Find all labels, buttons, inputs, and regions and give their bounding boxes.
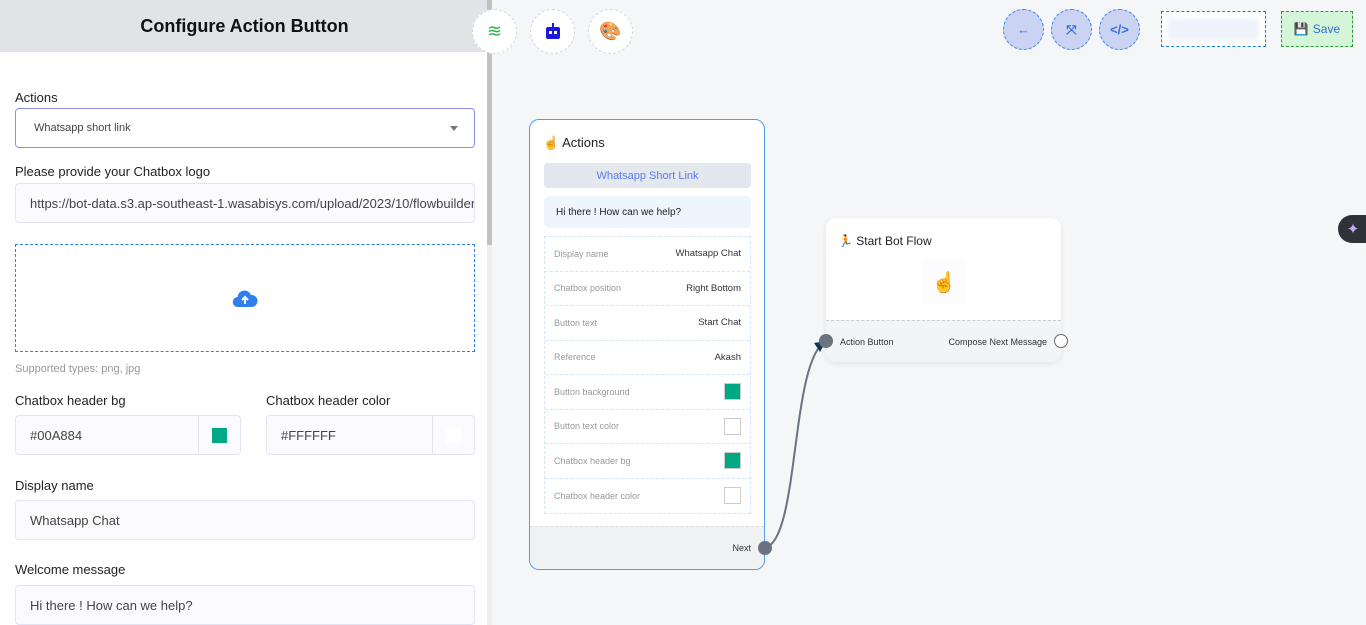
property-row: Button text color: [545, 410, 750, 444]
start-node-title: 🏃 Start Bot Flow: [838, 234, 932, 248]
actions-select[interactable]: Whatsapp short link: [15, 108, 475, 148]
input-label: Action Button: [840, 336, 894, 347]
supported-types: Supported types: png, jpg: [15, 363, 141, 375]
logo-url-input[interactable]: https://bot-data.s3.ap-southeast-1.wasab…: [15, 183, 475, 223]
next-handle[interactable]: [758, 541, 772, 555]
welcome-preview: Hi there ! How can we help?: [544, 196, 751, 228]
actions-label: Actions: [15, 90, 58, 105]
save-icon: 💾: [1293, 22, 1309, 36]
start-bot-flow-node[interactable]: 🏃 Start Bot Flow ☝ Action Button Compose …: [826, 218, 1061, 362]
welcome-input[interactable]: Hi there ! How can we help?: [15, 585, 475, 625]
compress-icon[interactable]: ⤧: [1051, 9, 1092, 50]
color-swatch: [724, 452, 741, 470]
actions-value: Whatsapp short link: [34, 122, 131, 134]
color-swatch: [724, 417, 741, 435]
panel-scrollbar[interactable]: [487, 0, 492, 625]
logo-label: Please provide your Chatbox logo: [15, 164, 211, 179]
save-button[interactable]: 💾 Save: [1281, 11, 1353, 47]
property-row: Chatbox header color: [545, 479, 750, 514]
header-bg-label: Chatbox header bg: [15, 393, 126, 408]
welcome-label: Welcome message: [15, 562, 126, 577]
flow-name-input[interactable]: [1161, 11, 1266, 47]
header-bg-value: #00A884: [30, 427, 83, 443]
display-name-input[interactable]: Whatsapp Chat: [15, 500, 475, 540]
configure-panel: Configure Action Button Actions Whatsapp…: [0, 0, 490, 625]
next-label: Next: [530, 526, 764, 569]
code-icon[interactable]: </>: [1099, 9, 1140, 50]
header-color-label: Chatbox header color: [266, 393, 391, 408]
palette-icon[interactable]: 🎨: [588, 9, 633, 54]
input-handle[interactable]: [819, 334, 833, 348]
cloud-upload-icon: [232, 290, 258, 308]
panel-title: Configure Action Button: [0, 0, 489, 52]
header-color-input[interactable]: #FFFFFF: [266, 415, 475, 455]
header-color-swatch[interactable]: [432, 416, 474, 454]
display-name-label: Display name: [15, 478, 94, 493]
header-color-value: #FFFFFF: [281, 427, 336, 443]
lines-icon[interactable]: ≋: [472, 9, 517, 54]
property-row: Button text Start Chat: [545, 306, 750, 341]
hand-pointer-icon: ☝: [922, 260, 966, 304]
property-row: Button background: [545, 375, 750, 410]
properties-list: Display name Whatsapp Chat Chatbox positi…: [544, 236, 751, 514]
output-label: Compose Next Message: [948, 336, 1047, 347]
save-label: Save: [1312, 22, 1341, 36]
property-row: Reference Akash: [545, 341, 750, 375]
header-bg-swatch[interactable]: [198, 416, 240, 454]
chevron-down-icon: [450, 126, 458, 135]
actions-node-title: ☝ Actions: [543, 135, 605, 150]
property-row: Chatbox position Right Bottom: [545, 272, 750, 306]
color-swatch: [724, 383, 741, 401]
output-handle[interactable]: [1054, 334, 1068, 348]
robot-icon[interactable]: [530, 9, 575, 54]
header-bg-input[interactable]: #00A884: [15, 415, 241, 455]
action-type-badge: Whatsapp Short Link: [544, 163, 751, 188]
scrollbar-thumb[interactable]: [487, 0, 492, 245]
actions-node[interactable]: ☝ Actions Whatsapp Short Link Hi there !…: [529, 119, 765, 570]
arrow-left-icon[interactable]: ←: [1003, 9, 1044, 50]
sparkle-icon[interactable]: ✦: [1338, 215, 1366, 243]
property-row: Chatbox header bg: [545, 444, 750, 479]
property-row: Display name Whatsapp Chat: [545, 237, 750, 272]
color-swatch: [724, 487, 741, 505]
upload-dropzone[interactable]: [15, 244, 475, 352]
